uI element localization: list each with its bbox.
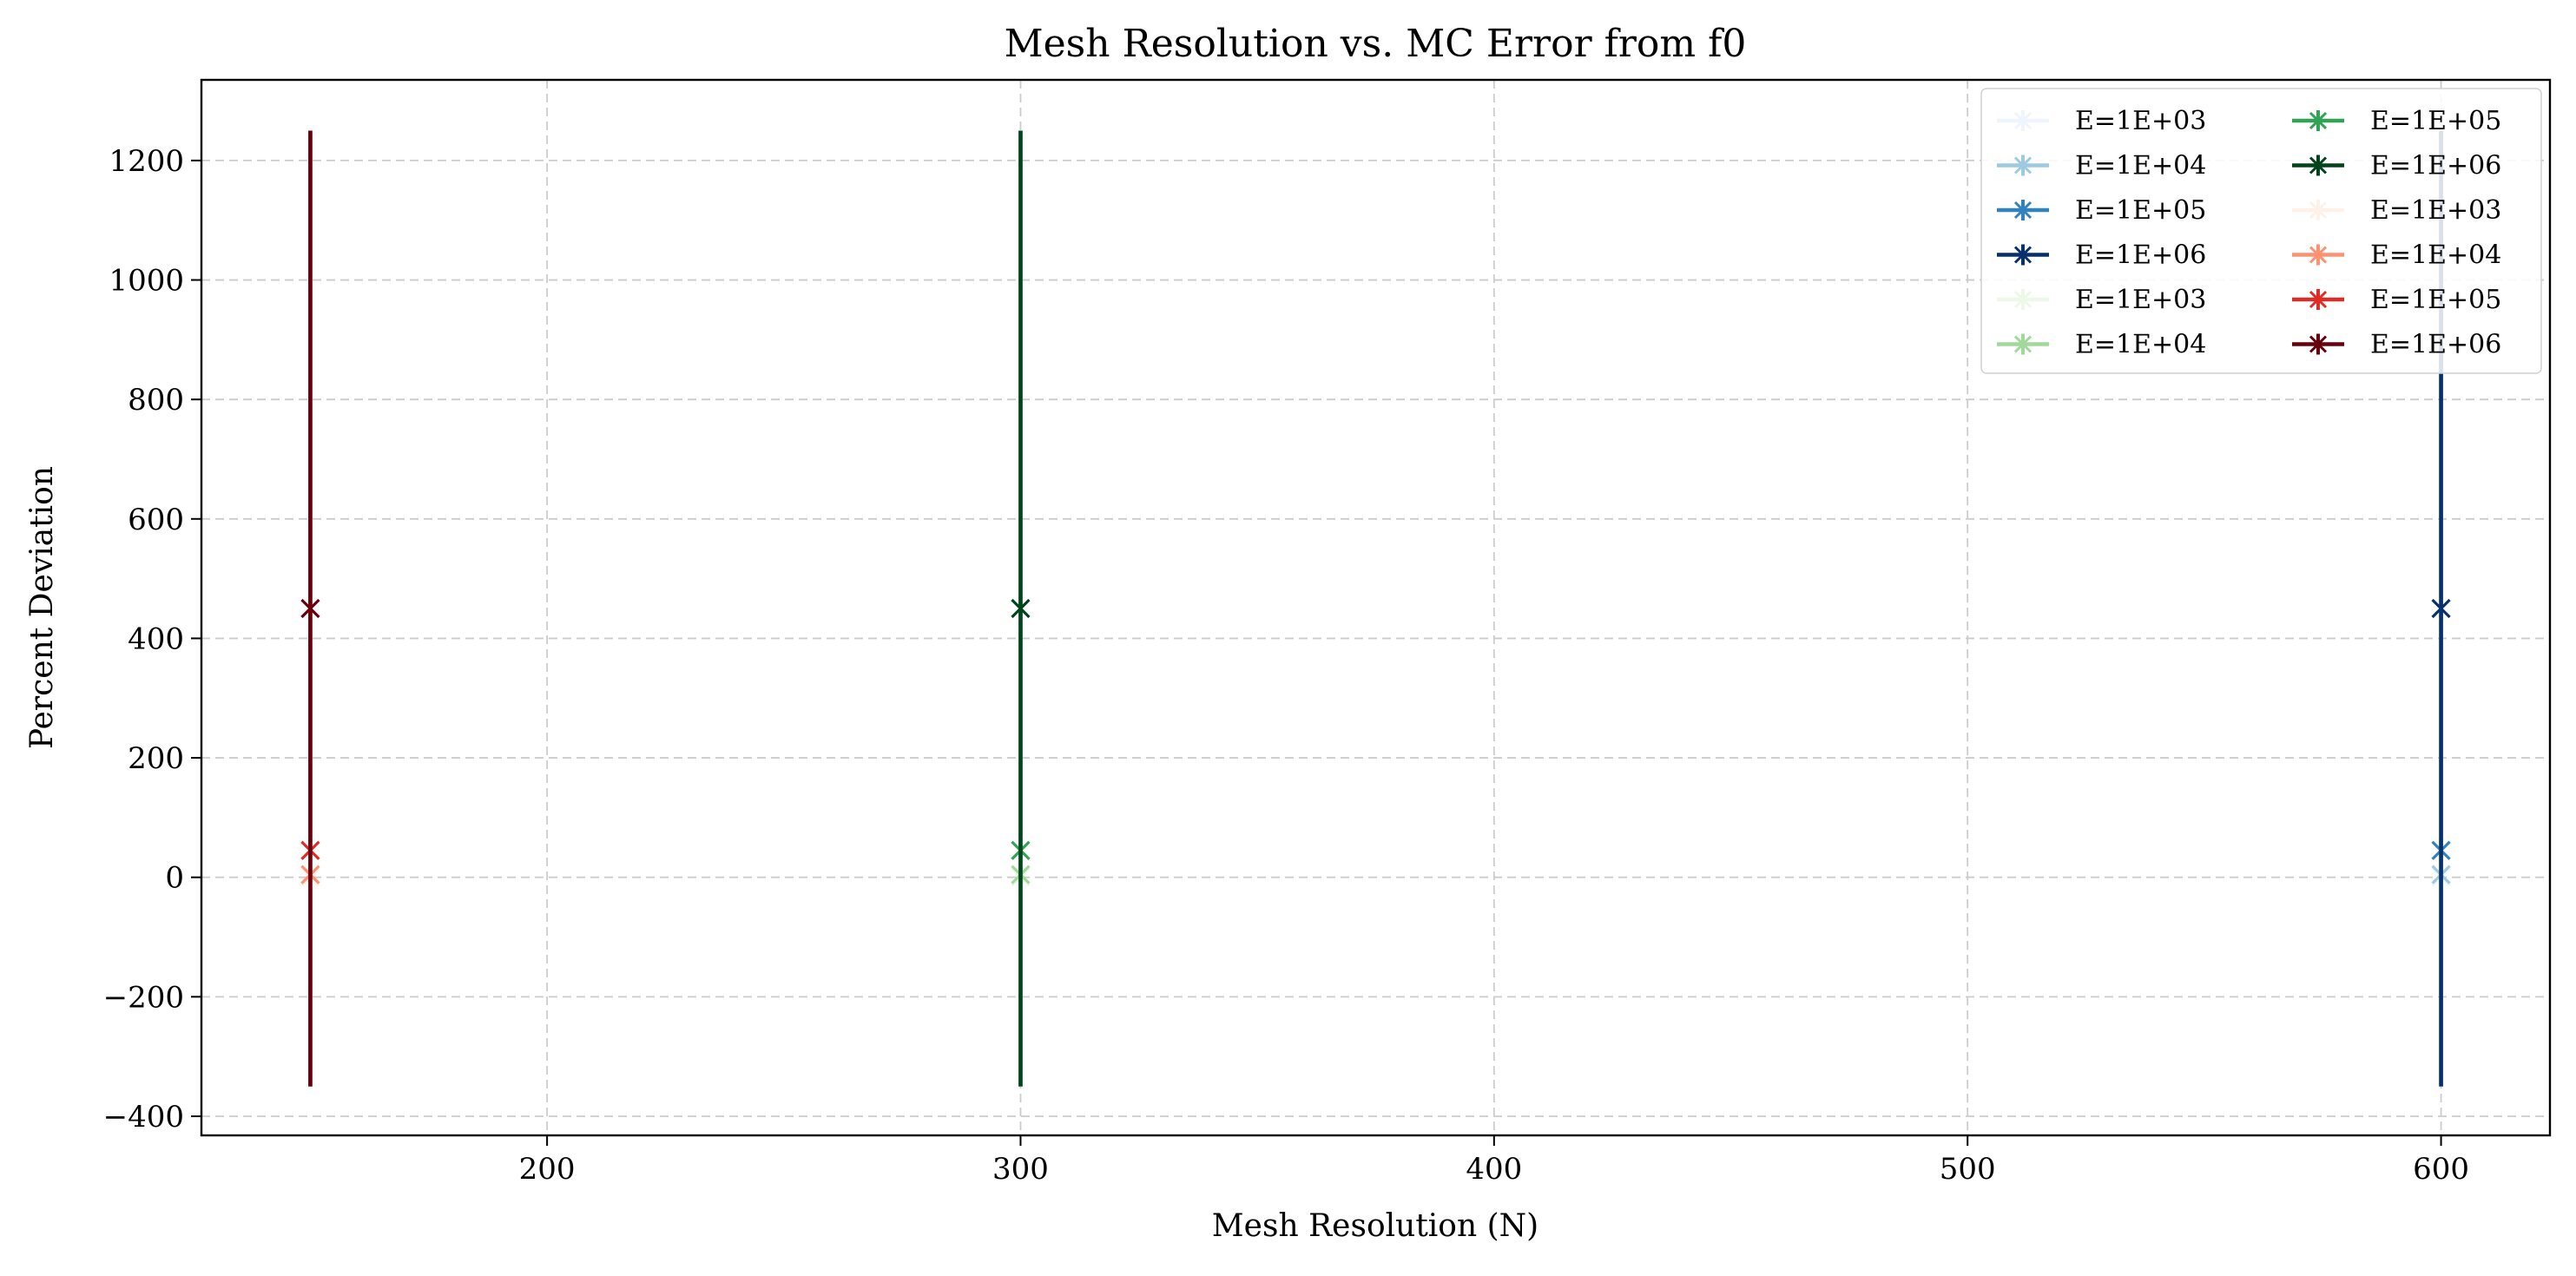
x-tick-label: 400 [1466, 1152, 1522, 1187]
grid-lines [201, 80, 2550, 1135]
x-tick-label: 500 [1940, 1152, 1996, 1187]
legend-label: E=1E+06 [2370, 151, 2501, 181]
legend-entry: E=1E+03 [1997, 106, 2206, 136]
axis-ticks: 200 300 400 500 600 −400 −200 0 200 400 600 800 1000… [103, 144, 2469, 1187]
legend-label: E=1E+06 [2075, 240, 2206, 271]
data-point-marker [2431, 598, 2451, 619]
legend-entry: E=1E+04 [1997, 330, 2206, 360]
legend-label: E=1E+04 [2075, 151, 2206, 181]
legend-entry: E=1E+06 [1997, 240, 2206, 271]
legend-box [1980, 88, 2542, 374]
legend-label: E=1E+06 [2370, 330, 2501, 360]
legend-swatch-marker [2013, 246, 2032, 264]
chart-title: Mesh Resolution vs. MC Error from f0 [1005, 22, 1747, 66]
legend-swatch-marker [2013, 335, 2032, 353]
legend-entry: E=1E+05 [2292, 106, 2501, 136]
legend-entry: E=1E+05 [2292, 285, 2501, 315]
legend-entry: E=1E+03 [1997, 285, 2206, 315]
legend-label: E=1E+05 [2370, 285, 2501, 315]
legend-label: E=1E+05 [2075, 195, 2206, 226]
legend-swatch-marker [2309, 111, 2328, 130]
x-tick-label: 600 [2413, 1152, 2469, 1187]
legend-label: E=1E+04 [2370, 240, 2501, 271]
legend-entry: E=1E+06 [2292, 330, 2501, 360]
y-tick-label: 200 [128, 741, 184, 776]
y-tick-label: 400 [128, 622, 184, 656]
legend-label: E=1E+03 [2370, 195, 2501, 226]
legend-entry: E=1E+06 [2292, 151, 2501, 181]
x-tick-label: 200 [519, 1152, 576, 1187]
legend-label: E=1E+03 [2075, 106, 2206, 136]
y-tick-label: 600 [128, 503, 184, 537]
y-tick-label: 1000 [109, 264, 184, 299]
legend-swatch-marker [2309, 156, 2328, 174]
series-7 [1011, 130, 1031, 1087]
y-tick-label: 800 [128, 383, 184, 418]
legend-swatch-marker [2309, 290, 2328, 309]
legend-label: E=1E+05 [2370, 106, 2501, 136]
legend-entry: E=1E+04 [1997, 151, 2206, 181]
legend-swatch-marker [2013, 201, 2032, 220]
legend-swatch-marker [2309, 335, 2328, 353]
y-tick-label: 0 [165, 861, 184, 896]
y-axis-label: Percent Deviation [24, 466, 60, 749]
y-tick-label: 1200 [109, 144, 184, 179]
legend-label: E=1E+03 [2075, 285, 2206, 315]
y-tick-label: −400 [103, 1100, 184, 1135]
legend-swatch-marker [2013, 111, 2032, 130]
y-tick-label: −200 [103, 980, 184, 1015]
legend-label: E=1E+04 [2075, 330, 2206, 360]
x-tick-label: 300 [992, 1152, 1049, 1187]
legend: E=1E+03 E=1E+04 E=1E+05 E=1E+06 E=1E+03 E=1E+… [1980, 88, 2542, 374]
legend-swatch-marker [2013, 156, 2032, 174]
series-11 [300, 130, 320, 1087]
legend-swatch-marker [2309, 201, 2328, 220]
legend-entry: E=1E+03 [2292, 195, 2501, 226]
series-layer [300, 130, 2451, 1087]
legend-entry: E=1E+05 [1997, 195, 2206, 226]
legend-swatch-marker [2013, 290, 2032, 309]
legend-swatch-marker [2309, 246, 2328, 264]
legend-entry: E=1E+04 [2292, 240, 2501, 271]
x-axis-label: Mesh Resolution (N) [1212, 1208, 1538, 1244]
data-point-marker [1011, 598, 1031, 619]
data-point-marker [300, 598, 320, 619]
plot-frame [200, 78, 2552, 1137]
